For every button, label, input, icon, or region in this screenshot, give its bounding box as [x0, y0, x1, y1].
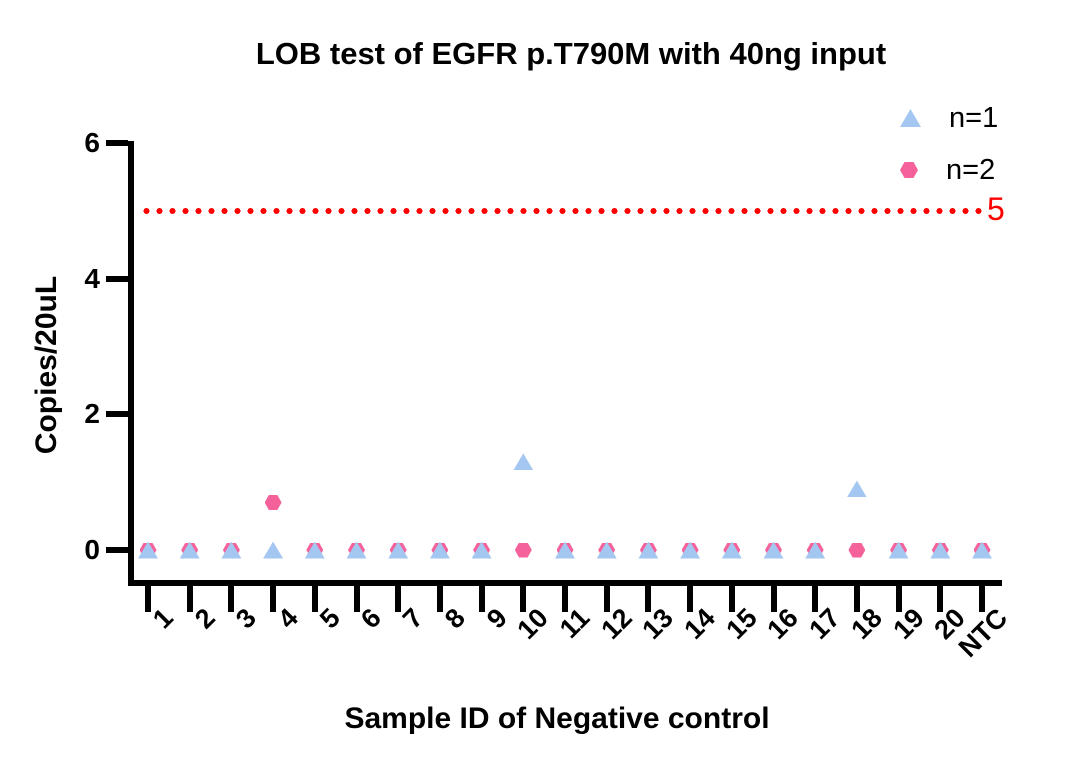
x-axis-tick-label: 18	[845, 602, 888, 646]
x-axis-tick	[436, 586, 443, 612]
x-axis-tick	[603, 586, 610, 612]
x-axis-tick-label: 13	[636, 602, 680, 646]
x-axis-tick-label: 14	[678, 602, 721, 646]
x-axis-tick	[645, 586, 652, 612]
x-axis-tick	[562, 586, 568, 612]
x-axis-tick-label: 4	[272, 602, 304, 635]
x-axis-tick-label: 5	[313, 602, 346, 635]
x-axis-tick	[853, 586, 860, 612]
x-axis-tick	[520, 586, 527, 612]
legend: n=1 n=2	[900, 100, 998, 204]
x-axis-tick-label: 9	[480, 602, 513, 635]
x-axis-tick-label: 10	[511, 602, 555, 646]
data-point-triangle-4	[263, 541, 284, 559]
x-axis-tick	[728, 586, 735, 612]
x-axis-tick	[353, 586, 360, 612]
x-axis-tick	[478, 586, 485, 612]
data-point-hexagon-18	[848, 542, 866, 558]
x-axis-tick-label: 2	[188, 602, 221, 635]
x-axis-tick-label: 3	[230, 602, 263, 635]
y-axis-title: Copies/20uL	[30, 275, 63, 455]
y-axis-tick	[106, 275, 128, 282]
x-axis-tick-label: 12	[595, 602, 638, 646]
x-axis-tick	[770, 586, 777, 612]
y-axis-tick-label: 4	[84, 262, 100, 294]
hexagon-marker-icon	[900, 162, 918, 178]
x-axis-tick	[979, 586, 985, 612]
chart-title: LOB test of EGFR p.T790M with 40ng input	[255, 36, 887, 71]
x-axis-tick	[395, 586, 402, 612]
y-axis-line	[128, 141, 134, 586]
y-axis-tick	[106, 140, 128, 147]
x-axis-line	[128, 580, 1002, 586]
y-axis-tick	[106, 547, 128, 553]
legend-item-n1: n=1	[900, 100, 998, 136]
x-axis-tick-label: 1	[146, 602, 179, 635]
triangle-marker-icon	[900, 109, 921, 127]
x-axis-tick	[145, 586, 151, 612]
data-point-triangle-18	[846, 480, 867, 498]
data-point-hexagon-4	[264, 495, 282, 511]
x-axis-tick-label: 17	[803, 602, 847, 646]
x-axis-tick	[228, 586, 235, 612]
x-axis-tick-label: NTC	[952, 602, 1013, 664]
legend-item-n2: n=2	[900, 152, 998, 188]
y-axis-tick-label: 0	[84, 534, 100, 565]
x-axis-tick-label: 19	[886, 602, 930, 646]
x-axis-tick	[937, 586, 944, 612]
legend-label-n2: n=2	[946, 153, 996, 186]
y-axis-tick-label: 2	[84, 398, 100, 430]
x-axis-tick	[311, 586, 318, 612]
threshold-value-label: 5	[987, 191, 1005, 227]
x-axis-tick-label: 7	[397, 602, 430, 635]
threshold-line	[140, 207, 984, 214]
data-point-hexagon-10	[514, 542, 532, 558]
x-axis-tick-label: 16	[761, 602, 805, 646]
y-axis-tick-label: 6	[84, 127, 100, 159]
x-axis-tick	[687, 586, 694, 612]
x-axis-tick	[270, 586, 277, 612]
x-axis-tick	[812, 586, 819, 612]
legend-label-n1: n=1	[949, 101, 999, 134]
x-axis-tick	[895, 586, 902, 612]
x-axis-tick	[186, 586, 193, 612]
data-point-triangle-10	[513, 453, 534, 471]
x-axis-title: Sample ID of Negative control	[344, 702, 770, 735]
x-axis-tick-label: 8	[438, 602, 471, 635]
y-axis-tick	[106, 411, 128, 418]
x-axis-tick-label: 15	[720, 602, 763, 646]
x-axis-tick-label: 6	[355, 602, 388, 635]
